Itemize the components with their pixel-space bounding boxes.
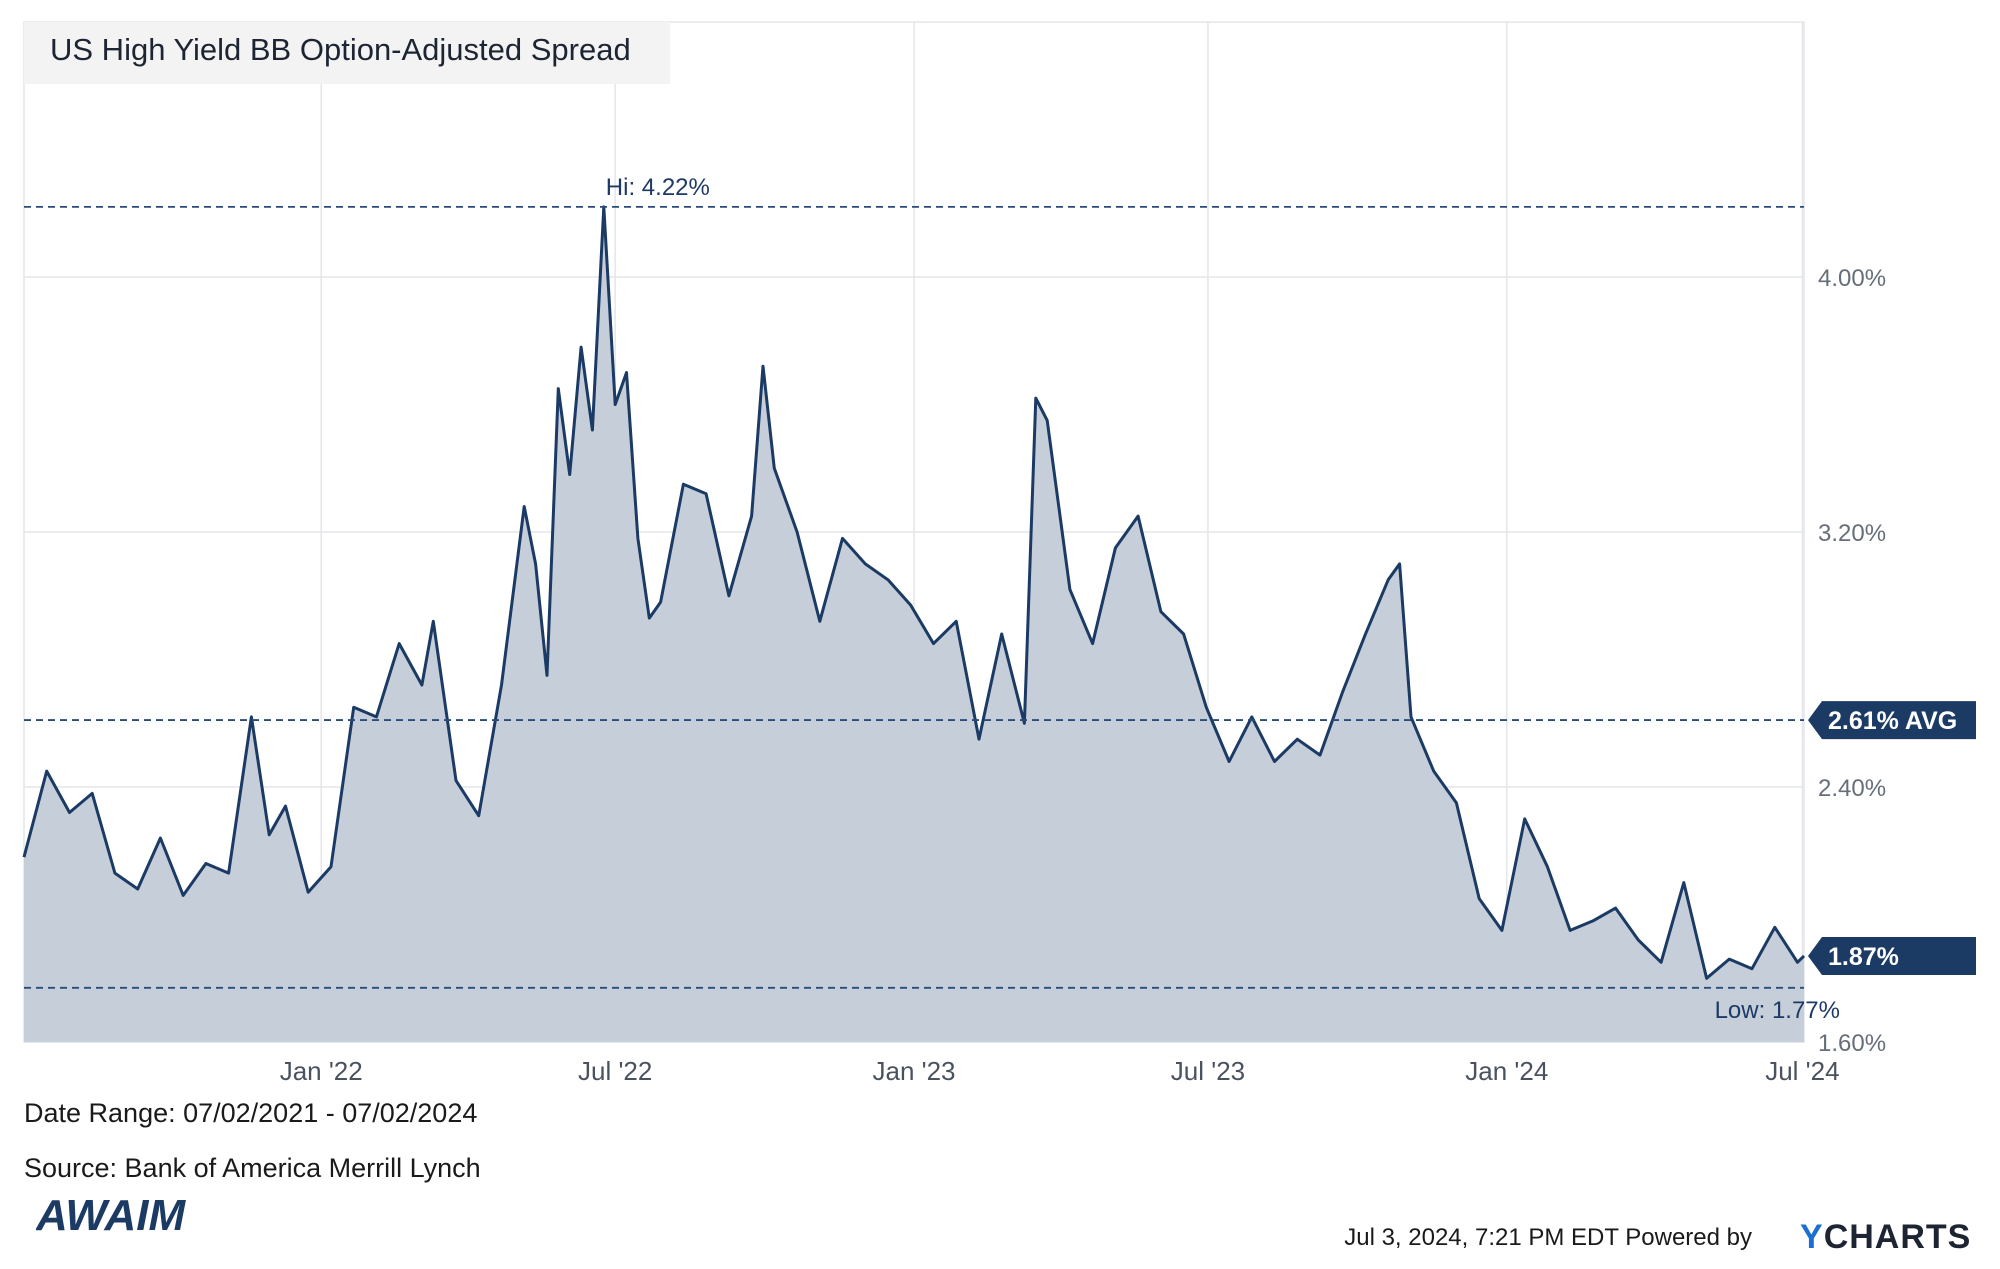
reference-lines: Hi: 4.22% Low: 1.77% 2.61% AVG 1.87%: [24, 174, 1976, 1024]
avg-badge-text: 2.61% AVG: [1828, 707, 1957, 735]
x-tick-label: Jan '23: [872, 1056, 955, 1086]
last-value-badge-text: 1.87%: [1828, 943, 1899, 971]
x-tick-label: Jul '24: [1765, 1056, 1839, 1086]
x-tick-label: Jul '22: [578, 1056, 652, 1086]
low-label: Low: 1.77%: [1715, 997, 1840, 1024]
logo-text: AWAIM: [36, 1191, 186, 1238]
x-tick-label: Jan '24: [1465, 1056, 1548, 1086]
hi-label: Hi: 4.22%: [606, 174, 710, 201]
y-tick-label: 4.00%: [1818, 265, 1886, 292]
last-value-badge: 1.87%: [1808, 936, 1976, 975]
y-tick-label: 3.20%: [1818, 520, 1886, 547]
date-range-label: Date Range: 07/02/2021 - 07/02/2024: [24, 1098, 478, 1128]
series-line: [22, 205, 1806, 980]
avg-badge: 2.61% AVG: [1808, 701, 1976, 740]
ycharts-logo-text: CHARTS: [1823, 1218, 1972, 1256]
y-tick-label: 1.60%: [1818, 1030, 1886, 1057]
chart: Hi: 4.22% Low: 1.77% 2.61% AVG 1.87% 1.60% 2…: [22, 21, 1976, 1086]
ycharts-logo-y: Y: [1800, 1218, 1824, 1256]
tick-labels: 1.60% 2.40% 3.20% 4.00% Jan '22 Jul '22 Jan '2…: [280, 265, 1886, 1086]
series-area: [24, 206, 1804, 1042]
x-tick-label: Jul '23: [1171, 1056, 1245, 1086]
source-label: Source: Bank of America Merrill Lynch: [24, 1153, 481, 1183]
y-tick-label: 2.40%: [1818, 775, 1886, 802]
chart-title-box: US High Yield BB Option-Adjusted Spread: [24, 22, 670, 84]
timestamp-label: Jul 3, 2024, 7:21 PM EDT Powered by: [1344, 1224, 1752, 1251]
ycharts-logo[interactable]: YCHARTS: [1800, 1218, 1971, 1257]
x-tick-label: Jan '22: [280, 1056, 363, 1086]
chart-title: US High Yield BB Option-Adjusted Spread: [50, 32, 631, 67]
awaim-logo: AWAIM: [36, 1191, 186, 1238]
